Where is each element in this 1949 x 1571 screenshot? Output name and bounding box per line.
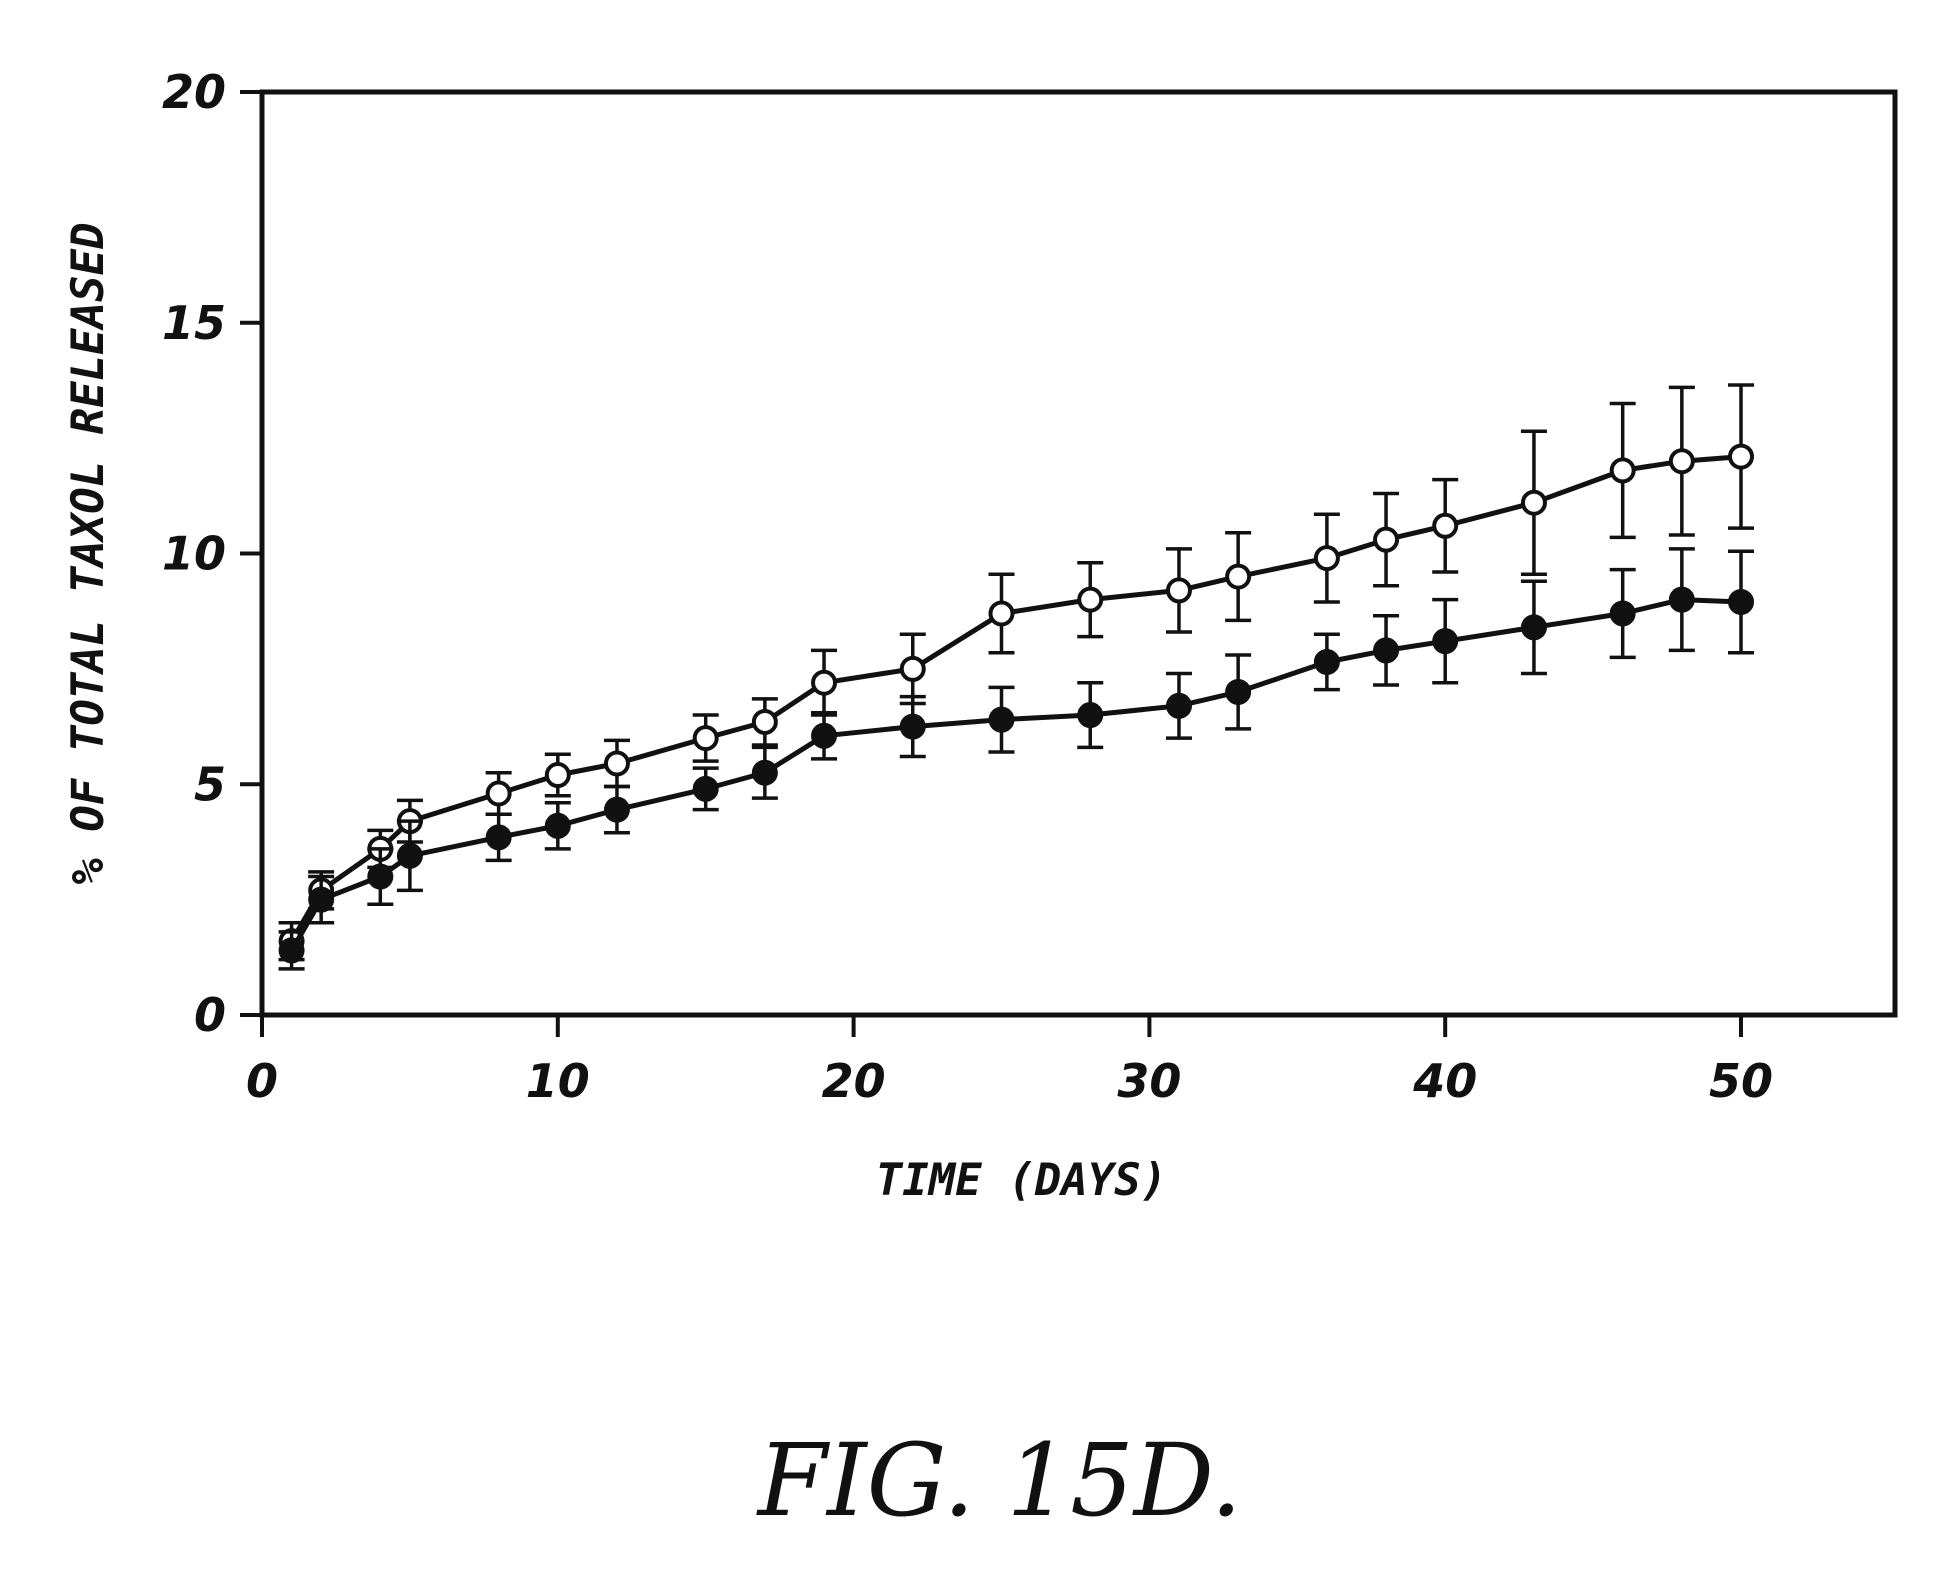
- filled-circle-point: [310, 889, 332, 911]
- open-circle-point: [1730, 446, 1752, 468]
- filled-circle-point: [399, 845, 421, 867]
- open-circle-point: [754, 711, 776, 733]
- open-circle-point: [991, 602, 1013, 624]
- series-line: [292, 457, 1741, 942]
- filled-circle-point: [1316, 651, 1338, 673]
- y-tick-label: 10: [162, 527, 226, 581]
- filled-circle-point: [1671, 589, 1693, 611]
- open-circle-point: [902, 658, 924, 680]
- figure-caption: FIG. 15D.: [756, 1422, 1242, 1539]
- open-circle-point: [1671, 450, 1693, 472]
- x-tick-label: 50: [1709, 1054, 1773, 1108]
- filled-circle-point: [488, 826, 510, 848]
- open-circle-point: [606, 752, 628, 774]
- filled-circle-point: [695, 778, 717, 800]
- filled-circle-point: [1168, 695, 1190, 717]
- y-axis-title: % OF TOTAL TAXOL RELEASED: [63, 222, 114, 884]
- filled-circle-point: [1612, 602, 1634, 624]
- y-tick-label: 15: [162, 296, 226, 350]
- filled-circle-point: [369, 866, 391, 888]
- x-tick-label: 10: [526, 1054, 590, 1108]
- filled-circle-point: [991, 709, 1013, 731]
- filled-circle-point: [606, 799, 628, 821]
- open-circle-point: [1523, 492, 1545, 514]
- filled-circle-point: [1079, 704, 1101, 726]
- series-layer: [279, 385, 1754, 969]
- open-circle-point: [1168, 579, 1190, 601]
- open-circle-point: [813, 672, 835, 694]
- x-axis-title: TIME (DAYS): [876, 1155, 1167, 1206]
- filled-circle-point: [902, 716, 924, 738]
- y-tick-label: 5: [194, 757, 226, 811]
- x-tick-label: 0: [246, 1054, 278, 1108]
- filled-circle-point: [813, 725, 835, 747]
- open-circle-point: [488, 782, 510, 804]
- open-circle-point: [1079, 589, 1101, 611]
- filled-circle-point: [1523, 616, 1545, 638]
- filled-circle-point: [754, 762, 776, 784]
- x-tick-label: 20: [822, 1054, 886, 1108]
- open-circle-point: [1375, 529, 1397, 551]
- filled-circle-point: [281, 939, 303, 961]
- open-circle-point: [1612, 459, 1634, 481]
- filled-circle-point: [1730, 591, 1752, 613]
- open-circle-point: [1434, 515, 1456, 537]
- filled-circle-point: [1227, 681, 1249, 703]
- filled-circle-point: [547, 815, 569, 837]
- plot-frame: [262, 92, 1895, 1015]
- series-line: [292, 600, 1741, 951]
- filled-circle-point: [1375, 639, 1397, 661]
- x-tick-label: 40: [1412, 1054, 1477, 1108]
- open-circle-point: [695, 727, 717, 749]
- axes: 0 5 10 15 20 0 10 20 30 40 50: [162, 65, 1895, 1108]
- open-circle-point: [547, 764, 569, 786]
- y-tick-label: 0: [194, 988, 226, 1042]
- y-tick-label: 20: [162, 65, 226, 119]
- open-circle-point: [1316, 547, 1338, 569]
- x-tick-label: 30: [1117, 1054, 1181, 1108]
- filled-circle-point: [1434, 630, 1456, 652]
- open-circle-point: [1227, 566, 1249, 588]
